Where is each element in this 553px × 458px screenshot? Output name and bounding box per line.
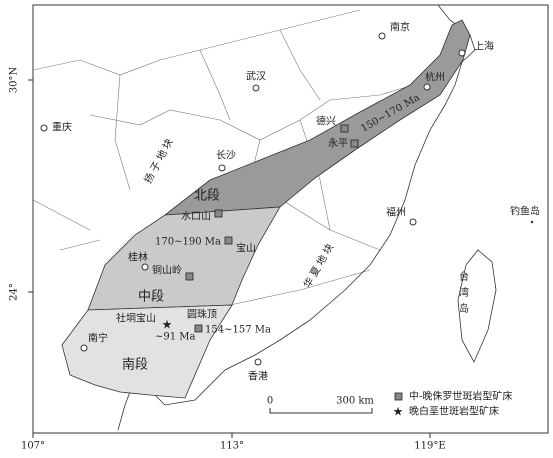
city-marker [458, 49, 466, 57]
city-label: 重庆 [52, 121, 72, 134]
x-label: 107° [21, 441, 45, 452]
city-marker [40, 124, 48, 132]
segment-label: 中段 [138, 290, 164, 305]
south-segment-area [61, 304, 233, 399]
city-label: 长沙 [216, 150, 236, 162]
province-boundaries [32, 9, 431, 306]
y-label: 30°N [9, 67, 20, 94]
island-label: 台湾岛 [457, 270, 469, 319]
city-label: 桂林 [128, 251, 148, 264]
legend-label: 中-晚侏罗世斑岩型矿床 [409, 390, 512, 403]
y-label: 24° [9, 283, 20, 301]
deposit-star: ★ [162, 318, 173, 332]
city-label: 南京 [390, 21, 410, 34]
legend-marker [394, 392, 403, 401]
city-label: 杭州 [425, 71, 445, 84]
island-label: 钓鱼岛 [510, 205, 540, 218]
north-segment-area [163, 19, 471, 216]
city-label: 香港 [248, 371, 268, 383]
city-marker [80, 344, 88, 352]
deposit-label: 德兴 [316, 115, 336, 128]
deposit-marker [194, 324, 203, 333]
deposit-marker [185, 272, 194, 281]
island-marker [530, 220, 534, 224]
deposit-label: 社垌宝山 [116, 312, 156, 325]
age-label: 170~190 Ma [155, 237, 221, 248]
legend-marker: ★ [393, 405, 404, 419]
deposit-marker [214, 209, 223, 218]
scale-label: 0 [267, 396, 273, 407]
deposit-marker [224, 236, 233, 245]
deposit-label: 铜山岭 [152, 264, 182, 277]
legend-label: 晚白垩世斑岩型矿床 [409, 405, 499, 418]
deposit-label: 水口山 [181, 211, 211, 223]
axis-ticks [28, 79, 431, 438]
city-marker [254, 358, 262, 366]
city-marker [218, 164, 226, 172]
x-label: 113° [220, 441, 244, 452]
city-label: 上海 [474, 40, 494, 53]
deposit-label: 永平 [328, 137, 348, 150]
deposit-marker [340, 124, 349, 133]
x-label: 119°E [414, 441, 445, 452]
city-label: 南宁 [88, 332, 108, 345]
city-label: 福州 [386, 206, 406, 219]
age-label: 154~157 Ma [205, 325, 271, 336]
segment-label: 南段 [122, 357, 148, 373]
deposit-marker [350, 139, 359, 148]
city-marker [252, 84, 260, 92]
city-marker [378, 32, 386, 40]
city-markers [40, 32, 534, 366]
scale-label: 300 km [336, 396, 374, 407]
city-marker [141, 263, 149, 271]
city-label: 武汉 [246, 70, 266, 83]
taiwan [457, 249, 497, 363]
segment-label: 北段 [194, 189, 220, 204]
city-marker [423, 83, 431, 91]
deposit-label: 宝山 [236, 242, 256, 255]
age-label: ~91 Ma [155, 332, 196, 343]
city-marker [409, 218, 417, 226]
deposit-markers: ★ [162, 124, 359, 333]
scale-bar [269, 408, 373, 414]
deposit-label: 圆珠顶 [187, 308, 217, 321]
coastline [117, 4, 476, 431]
